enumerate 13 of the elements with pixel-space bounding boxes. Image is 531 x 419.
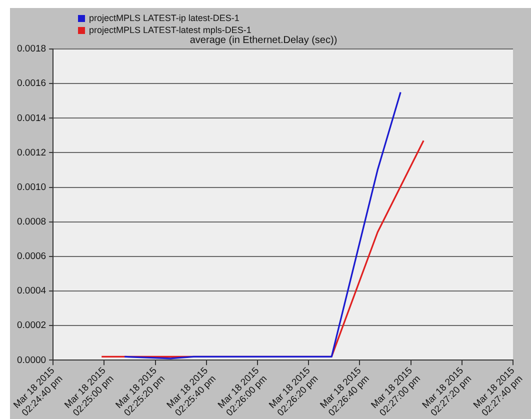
chart-title: average (in Ethernet.Delay (sec)): [190, 34, 338, 46]
y-tick-label: 0.0010: [16, 182, 46, 193]
y-tick-label: 0.0004: [16, 286, 46, 297]
y-tick-label: 0.0018: [16, 44, 46, 55]
legend-label: projectMPLS LATEST-ip latest-DES-1: [89, 13, 240, 23]
y-tick-label: 0.0012: [16, 147, 46, 158]
y-tick-label: 0.0014: [16, 112, 46, 124]
y-tick-label: 0.0000: [16, 354, 46, 366]
y-tick-label: 0.0006: [16, 251, 46, 262]
y-tick-label: 0.0016: [16, 78, 46, 90]
y-tick-label: 0.0008: [16, 216, 46, 228]
y-tick-label: 0.0002: [16, 320, 46, 332]
legend-label: projectMPLS LATEST-latest mpls-DES-1: [89, 25, 252, 35]
